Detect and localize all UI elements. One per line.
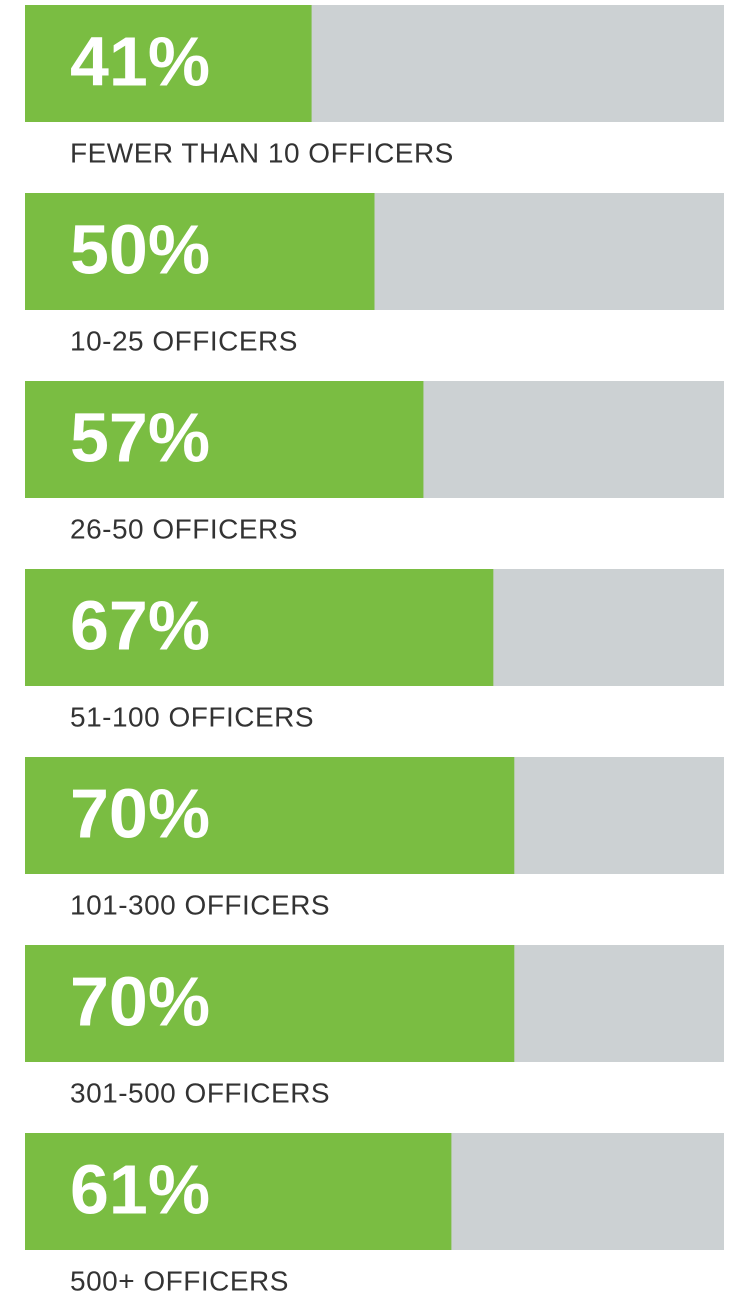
category-label: 500+ OFFICERS bbox=[70, 1265, 289, 1296]
bar bbox=[25, 757, 515, 874]
value-label: 61% bbox=[70, 1150, 210, 1228]
bar bbox=[25, 381, 424, 498]
category-label: 10-25 OFFICERS bbox=[70, 325, 298, 356]
value-label: 70% bbox=[70, 774, 210, 852]
category-label: 26-50 OFFICERS bbox=[70, 513, 298, 544]
value-label: 57% bbox=[70, 398, 210, 476]
bar bbox=[25, 193, 375, 310]
category-label: 101-300 OFFICERS bbox=[70, 889, 330, 920]
value-label: 67% bbox=[70, 586, 210, 664]
bar bbox=[25, 945, 515, 1062]
value-label: 41% bbox=[70, 22, 210, 100]
bar bbox=[25, 1133, 452, 1250]
category-label: FEWER THAN 10 OFFICERS bbox=[70, 137, 454, 168]
value-label: 50% bbox=[70, 210, 210, 288]
value-label: 70% bbox=[70, 962, 210, 1040]
category-label: 301-500 OFFICERS bbox=[70, 1077, 330, 1108]
bar bbox=[25, 5, 312, 122]
bar bbox=[25, 569, 494, 686]
category-label: 51-100 OFFICERS bbox=[70, 701, 314, 732]
